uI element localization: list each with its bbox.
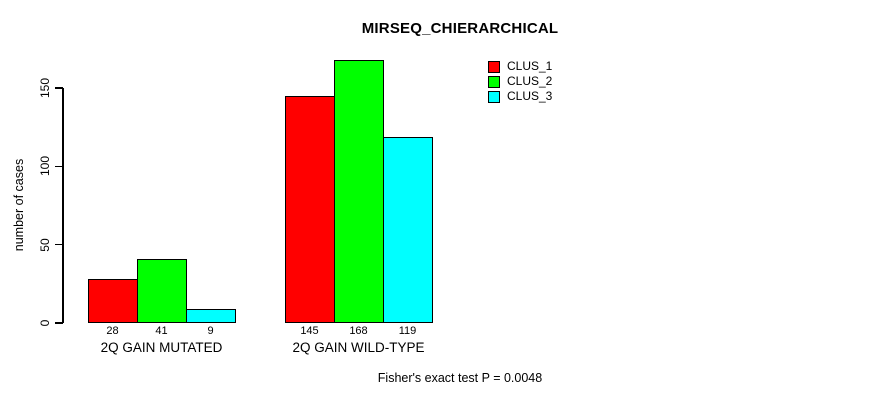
bar-clus_3-1: [186, 309, 236, 323]
bar-clus_2-2: [334, 60, 384, 323]
bar-clus_2-1: [137, 259, 187, 323]
legend-item: CLUS_1: [488, 60, 552, 73]
bar-value-label: 168: [349, 325, 368, 337]
legend-swatch-clus_2: [488, 75, 500, 88]
legend-label: CLUS_1: [507, 59, 553, 73]
legend-label: CLUS_3: [507, 89, 553, 103]
bar-clus_3-2: [383, 137, 433, 323]
chart-title: MIRSEQ_CHIERARCHICAL: [361, 20, 559, 37]
bar-clus_1-2: [285, 96, 335, 323]
y-tick-mark: [55, 243, 63, 246]
y-tick-label: 0: [38, 319, 52, 327]
bar-value-label: 41: [155, 325, 168, 337]
y-tick-label: 100: [38, 156, 52, 177]
legend-item: CLUS_3: [488, 90, 552, 103]
bar-clus_1-1: [88, 279, 138, 323]
y-tick-label: 50: [38, 237, 52, 252]
bar-value-label: 28: [106, 325, 119, 337]
y-tick-mark: [55, 87, 63, 89]
bar-value-label: 9: [207, 325, 214, 337]
legend-swatch-clus_1: [488, 60, 500, 73]
x-category-label: 2Q GAIN MUTATED: [100, 340, 223, 355]
y-axis-label: number of cases: [12, 158, 26, 252]
legend-item: CLUS_2: [488, 75, 552, 88]
x-category-label: 2Q GAIN WILD-TYPE: [292, 340, 425, 355]
y-tick-label: 150: [38, 77, 52, 99]
annotation-text: Fisher's exact test P = 0.0048: [377, 371, 543, 385]
bar-value-label: 119: [398, 325, 417, 337]
y-tick-mark: [55, 322, 63, 324]
legend-swatch-clus_3: [488, 90, 500, 103]
y-tick-mark: [55, 165, 63, 168]
bar-value-label: 145: [300, 325, 319, 337]
y-axis-line: [62, 88, 64, 323]
legend: CLUS_1 CLUS_2 CLUS_3: [488, 60, 552, 105]
legend-label: CLUS_2: [507, 74, 553, 88]
